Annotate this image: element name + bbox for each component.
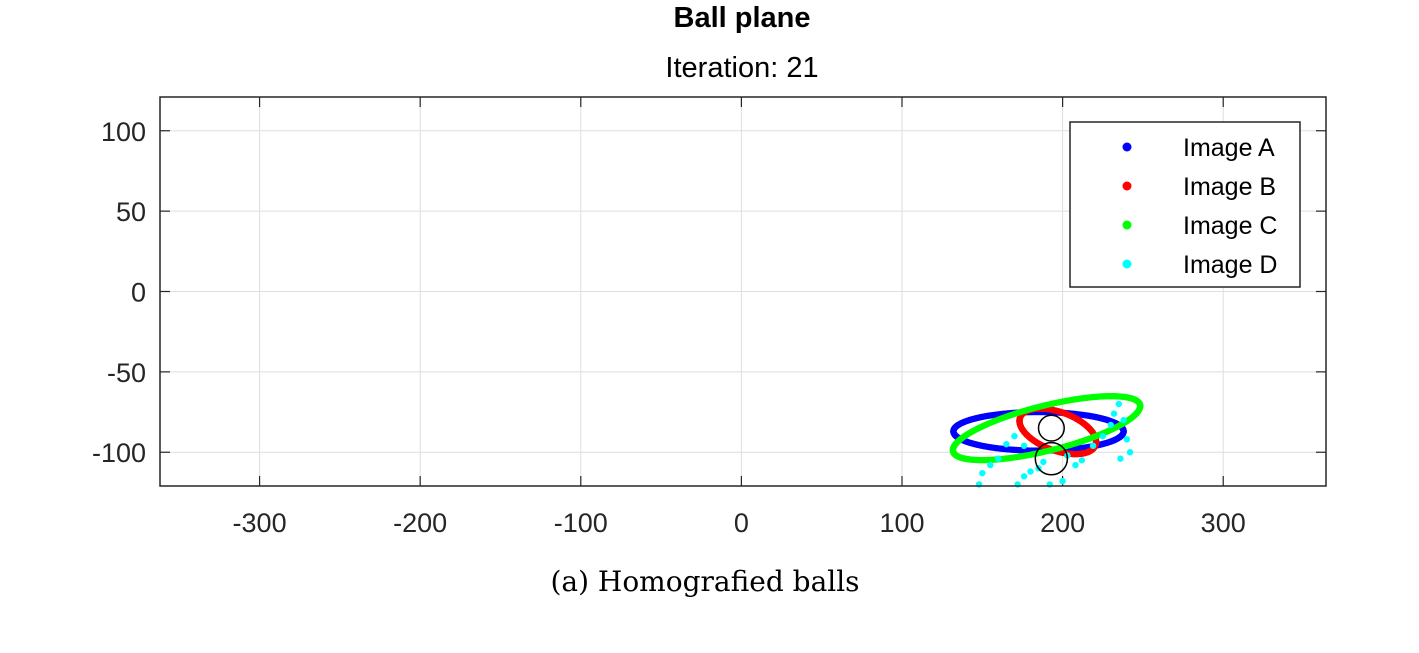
- image-d-point: [995, 455, 1002, 462]
- legend-box: [1069, 121, 1301, 288]
- legend-marker-image-d: [1122, 259, 1132, 269]
- y-tick-label: -100: [92, 438, 146, 468]
- image-d-point: [1126, 449, 1134, 456]
- x-tick-label: 100: [879, 508, 924, 538]
- x-tick-label: -200: [393, 508, 447, 538]
- y-tick-label: 50: [116, 197, 146, 227]
- image-d-point: [1089, 442, 1097, 450]
- chart-subtitle: Iteration: 21: [665, 52, 819, 84]
- image-d-point: [1003, 441, 1010, 448]
- legend-label-image-d: Image D: [1183, 251, 1277, 279]
- x-tick-label: -100: [554, 508, 608, 538]
- legend-marker-image-b: [1122, 181, 1132, 191]
- image-a-point: [1120, 428, 1127, 436]
- reference-circle: [1037, 414, 1065, 442]
- image-d-point: [979, 469, 986, 477]
- x-tick-label: 200: [1040, 508, 1085, 538]
- image-d-point: [1099, 432, 1106, 440]
- image-d-point: [1117, 455, 1124, 462]
- x-tick-label: 300: [1201, 508, 1246, 538]
- image-d-point: [1123, 436, 1131, 443]
- image-d-point: [1072, 461, 1079, 469]
- legend-label-image-b: Image B: [1183, 173, 1276, 201]
- image-d-point: [1011, 432, 1018, 440]
- image-d-point: [1059, 477, 1066, 485]
- image-d-point: [1040, 458, 1047, 466]
- image-d-point: [1020, 442, 1028, 450]
- image-d-point: [1107, 421, 1114, 429]
- axes-box: [159, 96, 1327, 487]
- image-d-point: [1020, 473, 1028, 480]
- image-c-point: [1136, 402, 1144, 409]
- figure-caption: (a) Homografied balls: [550, 565, 860, 598]
- image-d-point: [1115, 400, 1123, 408]
- chart-title: Ball plane: [673, 2, 811, 34]
- image-d-point: [1027, 468, 1034, 475]
- image-d-point: [1078, 457, 1086, 464]
- image-d-point: [1120, 416, 1127, 424]
- x-tick-label: -300: [233, 508, 287, 538]
- legend-marker-image-a: [1122, 142, 1132, 152]
- y-tick-label: 100: [101, 117, 146, 147]
- y-tick-label: -50: [107, 358, 146, 388]
- legend-label-image-a: Image A: [1183, 134, 1275, 162]
- legend-label-image-c: Image C: [1183, 212, 1277, 240]
- x-tick-label: 0: [734, 508, 749, 538]
- legend-marker-image-c: [1122, 220, 1132, 230]
- y-tick-label: 0: [131, 278, 146, 308]
- image-d-point: [1110, 410, 1118, 417]
- reference-circle: [1034, 441, 1069, 476]
- image-d-point: [987, 461, 994, 469]
